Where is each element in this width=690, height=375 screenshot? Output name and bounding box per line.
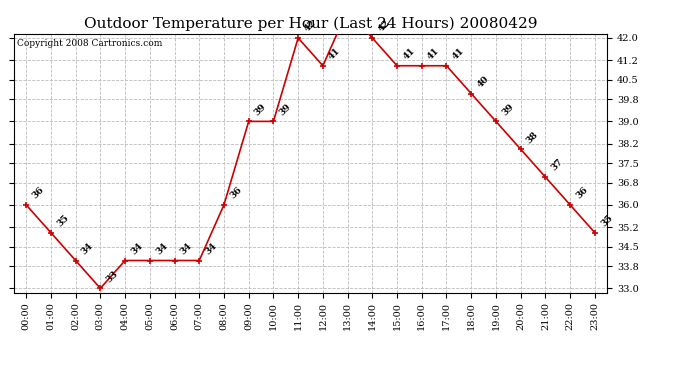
Text: 42: 42 [377, 18, 392, 34]
Text: 38: 38 [525, 130, 540, 145]
Text: Copyright 2008 Cartronics.com: Copyright 2008 Cartronics.com [17, 39, 162, 48]
Text: 39: 39 [500, 102, 515, 117]
Text: 35: 35 [55, 213, 70, 228]
Title: Outdoor Temperature per Hour (Last 24 Hours) 20080429: Outdoor Temperature per Hour (Last 24 Ho… [83, 17, 538, 31]
Text: 41: 41 [327, 46, 342, 62]
Text: 34: 34 [80, 241, 95, 256]
Text: 37: 37 [549, 158, 565, 173]
Text: 42: 42 [302, 18, 317, 34]
Text: 41: 41 [426, 46, 441, 62]
Text: 34: 34 [204, 241, 219, 256]
Text: 34: 34 [154, 241, 169, 256]
Text: 35: 35 [599, 213, 614, 228]
Text: 36: 36 [30, 185, 46, 201]
Text: 41: 41 [401, 46, 417, 62]
Text: 36: 36 [228, 185, 244, 201]
Text: 34: 34 [179, 241, 194, 256]
Text: 39: 39 [277, 102, 293, 117]
Text: 40: 40 [475, 74, 491, 89]
Text: 39: 39 [253, 102, 268, 117]
Text: 41: 41 [451, 46, 466, 62]
Text: 33: 33 [104, 269, 120, 284]
Text: 43: 43 [0, 374, 1, 375]
Text: 34: 34 [129, 241, 144, 256]
Text: 36: 36 [574, 185, 590, 201]
